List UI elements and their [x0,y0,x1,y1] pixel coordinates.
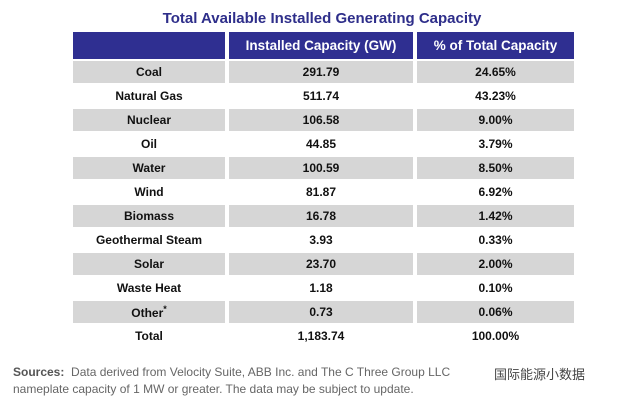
cell-percent: 8.50% [417,157,574,179]
capacity-table: Installed Capacity (GW) % of Total Capac… [69,30,578,349]
cell-type: Total [73,325,225,347]
type-label: Oil [140,137,157,151]
footnote-marker: * [163,304,167,314]
table-row: Biomass 16.78 1.42% [73,205,574,227]
cell-type: Geothermal Steam [73,229,225,251]
table-row: Geothermal Steam 3.93 0.33% [73,229,574,251]
cell-percent: 0.10% [417,277,574,299]
type-label: Nuclear [126,113,172,127]
cell-capacity: 0.73 [229,301,413,323]
table-row: Natural Gas 511.74 43.23% [73,85,574,107]
header-percent: % of Total Capacity [417,32,574,59]
table-row: Oil 44.85 3.79% [73,133,574,155]
type-label: Other [131,306,164,320]
table-row: Nuclear 106.58 9.00% [73,109,574,131]
type-label: Total [135,329,163,343]
type-label: Water [132,161,166,175]
header-type [73,32,225,59]
cell-percent: 1.42% [417,205,574,227]
type-label: Waste Heat [116,281,182,295]
watermark: 国际能源小数据 [490,364,586,383]
cell-capacity: 1.18 [229,277,413,299]
type-label: Solar [133,257,164,271]
sources-note: Sources: Data derived from Velocity Suit… [13,364,633,398]
table-row: Total 1,183.74 100.00% [73,325,574,347]
cell-type: Nuclear [73,109,225,131]
cell-type: Natural Gas [73,85,225,107]
cell-type: Biomass [73,205,225,227]
cell-capacity: 81.87 [229,181,413,203]
cell-percent: 2.00% [417,253,574,275]
cell-type: Solar [73,253,225,275]
type-label: Geothermal Steam [95,233,203,247]
cell-type: Oil [73,133,225,155]
table-row: Solar 23.70 2.00% [73,253,574,275]
table-row: Other* 0.73 0.06% [73,301,574,323]
cell-percent: 9.00% [417,109,574,131]
type-label: Coal [135,65,162,79]
table-row: Wind 81.87 6.92% [73,181,574,203]
cell-percent: 6.92% [417,181,574,203]
cell-capacity: 3.93 [229,229,413,251]
cell-capacity: 511.74 [229,85,413,107]
type-label: Wind [134,185,164,199]
cell-capacity: 16.78 [229,205,413,227]
cell-capacity: 44.85 [229,133,413,155]
cell-type: Coal [73,61,225,83]
cell-type: Wind [73,181,225,203]
header-row: Installed Capacity (GW) % of Total Capac… [73,32,574,59]
cell-type: Other* [73,301,225,323]
cell-capacity: 23.70 [229,253,413,275]
sources-line1: Data derived from Velocity Suite, ABB In… [71,365,451,379]
cell-capacity: 100.59 [229,157,413,179]
cell-capacity: 106.58 [229,109,413,131]
sources-line2: nameplate capacity of 1 MW or greater. T… [13,382,414,396]
table-row: Coal 291.79 24.65% [73,61,574,83]
table-title: Total Available Installed Generating Cap… [162,10,482,27]
table-row: Waste Heat 1.18 0.10% [73,277,574,299]
cell-percent: 0.06% [417,301,574,323]
cell-percent: 0.33% [417,229,574,251]
cell-capacity: 291.79 [229,61,413,83]
cell-percent: 3.79% [417,133,574,155]
header-capacity: Installed Capacity (GW) [229,32,413,59]
cell-type: Waste Heat [73,277,225,299]
sources-label: Sources: [13,365,65,379]
type-label: Natural Gas [115,89,183,103]
cell-percent: 100.00% [417,325,574,347]
cell-percent: 43.23% [417,85,574,107]
cell-percent: 24.65% [417,61,574,83]
table-row: Water 100.59 8.50% [73,157,574,179]
cell-capacity: 1,183.74 [229,325,413,347]
cell-type: Water [73,157,225,179]
type-label: Biomass [123,209,175,223]
